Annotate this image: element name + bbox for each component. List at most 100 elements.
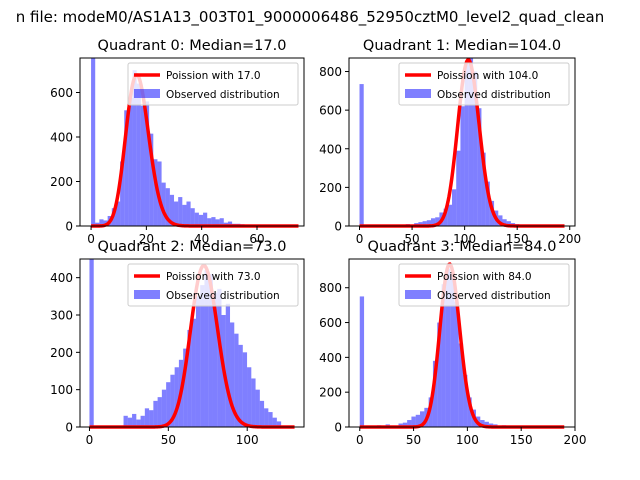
y-tick-label: 300	[50, 309, 73, 323]
axes-frame	[79, 57, 305, 227]
histogram-bar	[420, 411, 425, 427]
legend: Poission with 84.0 Observed distribution	[398, 263, 570, 307]
histogram-bar	[247, 367, 252, 427]
histogram-bar	[255, 389, 260, 427]
histogram-bar	[402, 422, 408, 427]
legend-fit-label: Poission with 104.0	[437, 70, 538, 82]
x-tick-label: 50	[404, 232, 419, 246]
histogram-bar	[422, 221, 427, 226]
legend-hist-swatch	[134, 89, 160, 98]
x-tick-label: 100	[456, 433, 479, 447]
histogram-bar	[136, 419, 141, 427]
histogram-bar	[242, 352, 248, 427]
histogram-bar	[477, 108, 482, 226]
histogram-bar	[454, 301, 459, 427]
legend-hist-swatch	[405, 290, 431, 299]
histogram-bar	[234, 333, 239, 427]
y-tick-label: 0	[334, 220, 342, 234]
histogram-bar	[225, 303, 231, 427]
subplot-title: Quadrant 1: Median=104.0	[363, 38, 561, 54]
x-tick-label: 50	[161, 433, 176, 447]
histogram-bar	[443, 208, 448, 226]
x-tick-label: 0	[356, 232, 364, 246]
y-tick-label: 0	[65, 421, 73, 435]
histogram-bar	[485, 181, 490, 226]
histogram-bar	[441, 284, 446, 427]
histogram-bar	[198, 214, 204, 226]
histogram-bar	[430, 218, 436, 226]
y-tick-label: 800	[319, 65, 342, 79]
subplot-title: Quadrant 0: Median=17.0	[98, 38, 287, 54]
y-tick-label: 600	[319, 104, 342, 118]
histogram-bar	[115, 201, 121, 226]
histogram-bar	[166, 382, 171, 427]
histogram-bar	[208, 273, 213, 427]
figure-title: n file: modeM0/AS1A13_003T01_9000006486_…	[16, 8, 605, 27]
legend: Poission with 73.0 Observed distribution	[127, 263, 299, 307]
histogram-bar	[174, 367, 179, 427]
legend-hist-label: Observed distribution	[437, 89, 551, 101]
subplot-quadrant-3: Quadrant 3: Median=84.0 0 50 100 150 200 0 200 4…	[319, 239, 586, 447]
histogram-bar	[418, 222, 423, 226]
histogram-bar	[140, 105, 145, 226]
x-tick-label: 150	[506, 232, 529, 246]
subplot-title: Quadrant 3: Median=84.0	[368, 239, 557, 255]
y-tick-label: 200	[319, 181, 342, 195]
histogram-bar	[435, 217, 440, 226]
legend-box	[127, 62, 299, 106]
legend-box	[398, 263, 570, 307]
histogram-bar	[203, 212, 208, 226]
legend: Poission with 104.0 Observed distribution	[398, 62, 570, 106]
histogram-bar	[481, 152, 486, 226]
y-tick-label: 400	[319, 142, 342, 156]
histogram-bar	[456, 150, 461, 226]
histogram-bar	[460, 106, 465, 226]
histogram-bar	[169, 194, 175, 226]
x-tick-label: 40	[194, 232, 209, 246]
histogram-bar	[217, 288, 222, 427]
x-tick-label: 50	[406, 433, 421, 447]
histogram-bar	[502, 219, 507, 226]
histogram-bar	[498, 215, 503, 226]
legend-hist-label: Observed distribution	[437, 290, 551, 302]
y-tick-label: 200	[319, 386, 342, 400]
histogram-bar	[161, 182, 166, 226]
y-tick-label: 200	[50, 346, 73, 360]
histogram-bar	[432, 360, 438, 427]
axes-frame	[79, 258, 305, 428]
y-tick-label: 600	[319, 316, 342, 330]
x-tick-label: 60	[249, 232, 264, 246]
histogram-bar	[153, 159, 158, 226]
y-tick-label: 600	[50, 86, 73, 100]
histogram-bar	[464, 63, 469, 226]
legend-hist-label: Observed distribution	[166, 89, 280, 101]
histogram-bar	[161, 389, 167, 427]
histogram-bar	[195, 296, 201, 427]
histogram-bar	[183, 348, 188, 427]
histogram-bar	[194, 212, 199, 226]
histogram-bar	[259, 400, 265, 427]
histogram-bar	[230, 322, 235, 427]
histogram-bar	[467, 397, 472, 427]
histogram-bar	[445, 268, 451, 427]
histogram-bar	[144, 101, 150, 226]
histogram-bar	[215, 219, 220, 226]
y-tick-label: 200	[50, 175, 73, 189]
histogram-bar	[468, 58, 474, 226]
histogram-bar	[190, 208, 195, 226]
subplot-quadrant-2: Quadrant 2: Median=73.0 0 50 100 0 100 200 300 4…	[50, 239, 305, 447]
histogram-bar	[506, 221, 511, 226]
histogram-bar	[182, 204, 187, 226]
x-tick-label: 100	[453, 232, 476, 246]
legend-hist-label: Observed distribution	[166, 290, 280, 302]
legend-fit-label: Poission with 73.0	[166, 271, 261, 283]
histogram-bar	[212, 292, 218, 427]
histogram-bar	[264, 408, 269, 427]
histogram-bar	[450, 272, 455, 427]
x-tick-label: 150	[510, 433, 533, 447]
histogram-bar	[170, 374, 175, 427]
histogram-bar	[268, 412, 273, 427]
histogram-bar	[407, 420, 412, 427]
histogram-bar	[219, 218, 224, 226]
subplot-quadrant-1: Quadrant 1: Median=104.0 0 50 100 150 200 0 200…	[319, 38, 581, 246]
